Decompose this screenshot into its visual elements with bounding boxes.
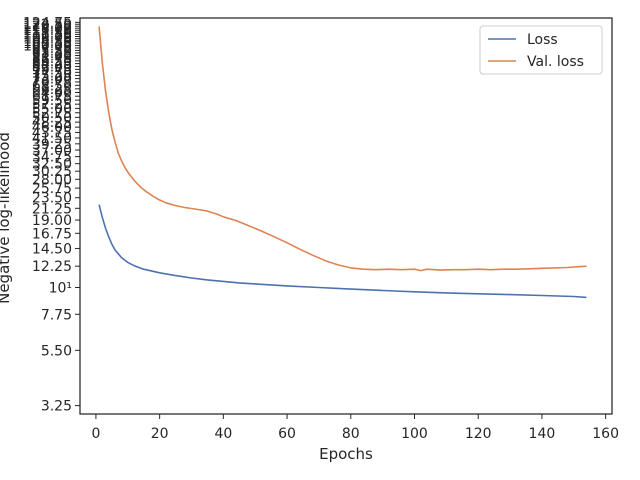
y-axis-label: Negative log-likelihood bbox=[0, 132, 13, 304]
plot-frame bbox=[79, 17, 613, 415]
x-tick-label: 40 bbox=[214, 426, 232, 442]
y-tick-label: 73.00 bbox=[32, 72, 72, 88]
x-tick-label: 80 bbox=[342, 426, 360, 442]
y-tick-label: 122.50 bbox=[23, 17, 72, 33]
y-tick-label: 104.50 bbox=[23, 34, 72, 50]
y-tick-label: 88.75 bbox=[32, 51, 72, 67]
x-tick-label: 20 bbox=[151, 426, 169, 442]
y-tick-label: 39.25 bbox=[32, 137, 72, 153]
y-tick-label: 37.00 bbox=[32, 143, 72, 159]
x-axis-label: Epochs bbox=[319, 445, 373, 463]
y-tick-label: 50.50 bbox=[32, 110, 72, 126]
x-tick-label: 120 bbox=[465, 426, 492, 442]
y-tick-label: 95.50 bbox=[32, 43, 72, 59]
y-tick-label: 57.25 bbox=[32, 97, 72, 113]
y-tick-label: 66.25 bbox=[32, 82, 72, 98]
y-tick-label: 70.75 bbox=[32, 75, 72, 91]
y-tick-label: 68.50 bbox=[32, 78, 72, 94]
x-tick-label: 0 bbox=[91, 426, 100, 442]
y-tick-label: 106.75 bbox=[23, 32, 72, 48]
y-tick-label: 30.25 bbox=[32, 164, 72, 180]
y-tick-label: 109.00 bbox=[23, 30, 72, 46]
y-tick-label: 61.75 bbox=[32, 89, 72, 105]
series-line-1 bbox=[98, 204, 587, 299]
y-tick-label: 86.50 bbox=[32, 54, 72, 70]
x-tick-label: 140 bbox=[529, 426, 556, 442]
y-tick-label: 21.25 bbox=[32, 201, 72, 217]
y-tick-label: 64.00 bbox=[32, 85, 72, 101]
y-tick-label: 14.50 bbox=[32, 241, 72, 257]
y-tick-label: 48.25 bbox=[32, 115, 72, 131]
legend-label-1: Loss bbox=[527, 32, 558, 48]
y-tick-label: 59.50 bbox=[32, 93, 72, 109]
x-tick-label: 160 bbox=[592, 426, 619, 442]
y-tick-label: 5.50 bbox=[41, 343, 72, 359]
y-tick-label: 79.75 bbox=[32, 62, 72, 78]
y-tick-label: 124.75 bbox=[23, 15, 72, 31]
y-tick-label: 118.00 bbox=[23, 21, 72, 37]
y-tick-label: 43.75 bbox=[32, 125, 72, 141]
y-tick-label: 23.50 bbox=[32, 191, 72, 207]
series-line-2 bbox=[98, 26, 587, 272]
y-tick-label: 120.25 bbox=[23, 19, 72, 35]
y-tick-label: 82.00 bbox=[32, 59, 72, 75]
y-tick-label: 7.75 bbox=[41, 307, 72, 323]
y-tick-label: 77.50 bbox=[32, 65, 72, 81]
y-tick-label: 12.25 bbox=[32, 259, 72, 275]
y-tick-label: 100.00 bbox=[23, 39, 72, 55]
y-tick-label: 19.00 bbox=[32, 213, 72, 229]
y-tick-label: 28.00 bbox=[32, 172, 72, 188]
y-tick-label: 16.75 bbox=[32, 226, 72, 242]
y-tick-label: 111.25 bbox=[23, 27, 72, 43]
y-tick-label: 52.75 bbox=[32, 106, 72, 122]
y-tick-label: 46.00 bbox=[32, 120, 72, 136]
x-axis-ticks: 0 20 40 60 80 100 120 140 160 bbox=[91, 414, 619, 442]
y-axis-ticks: 3.25 5.50 7.75 10¹ 12.25 14.5016.7519.0021.25… bbox=[23, 15, 80, 415]
legend-box bbox=[479, 25, 603, 75]
y-tick-label: 84.25 bbox=[32, 57, 72, 73]
plot-lines bbox=[98, 26, 587, 299]
y-tick-label: 10¹ bbox=[49, 280, 72, 296]
y-tick-label: 55.00 bbox=[32, 101, 72, 117]
y-tick-label: 93.25 bbox=[32, 46, 72, 62]
x-tick-label: 60 bbox=[278, 426, 296, 442]
y-tick-label: 3.25 bbox=[41, 399, 72, 415]
x-tick-label: 100 bbox=[401, 426, 428, 442]
y-tick-label: 75.25 bbox=[32, 68, 72, 84]
y-tick-label: 32.50 bbox=[32, 157, 72, 173]
y-tick-label: 34.75 bbox=[32, 150, 72, 166]
y-tick-label: 41.50 bbox=[32, 131, 72, 147]
legend-label-2: Val. loss bbox=[527, 54, 584, 70]
y-tick-label: 113.50 bbox=[23, 25, 72, 41]
y-tick-label: 102.25 bbox=[23, 36, 72, 52]
y-tick-label: 115.75 bbox=[23, 23, 72, 39]
y-tick-label: 25.75 bbox=[32, 181, 72, 197]
y-tick-label: 91.00 bbox=[32, 48, 72, 64]
legend: Loss Val. loss bbox=[479, 25, 603, 75]
y-tick-label: 97.75 bbox=[32, 41, 72, 57]
